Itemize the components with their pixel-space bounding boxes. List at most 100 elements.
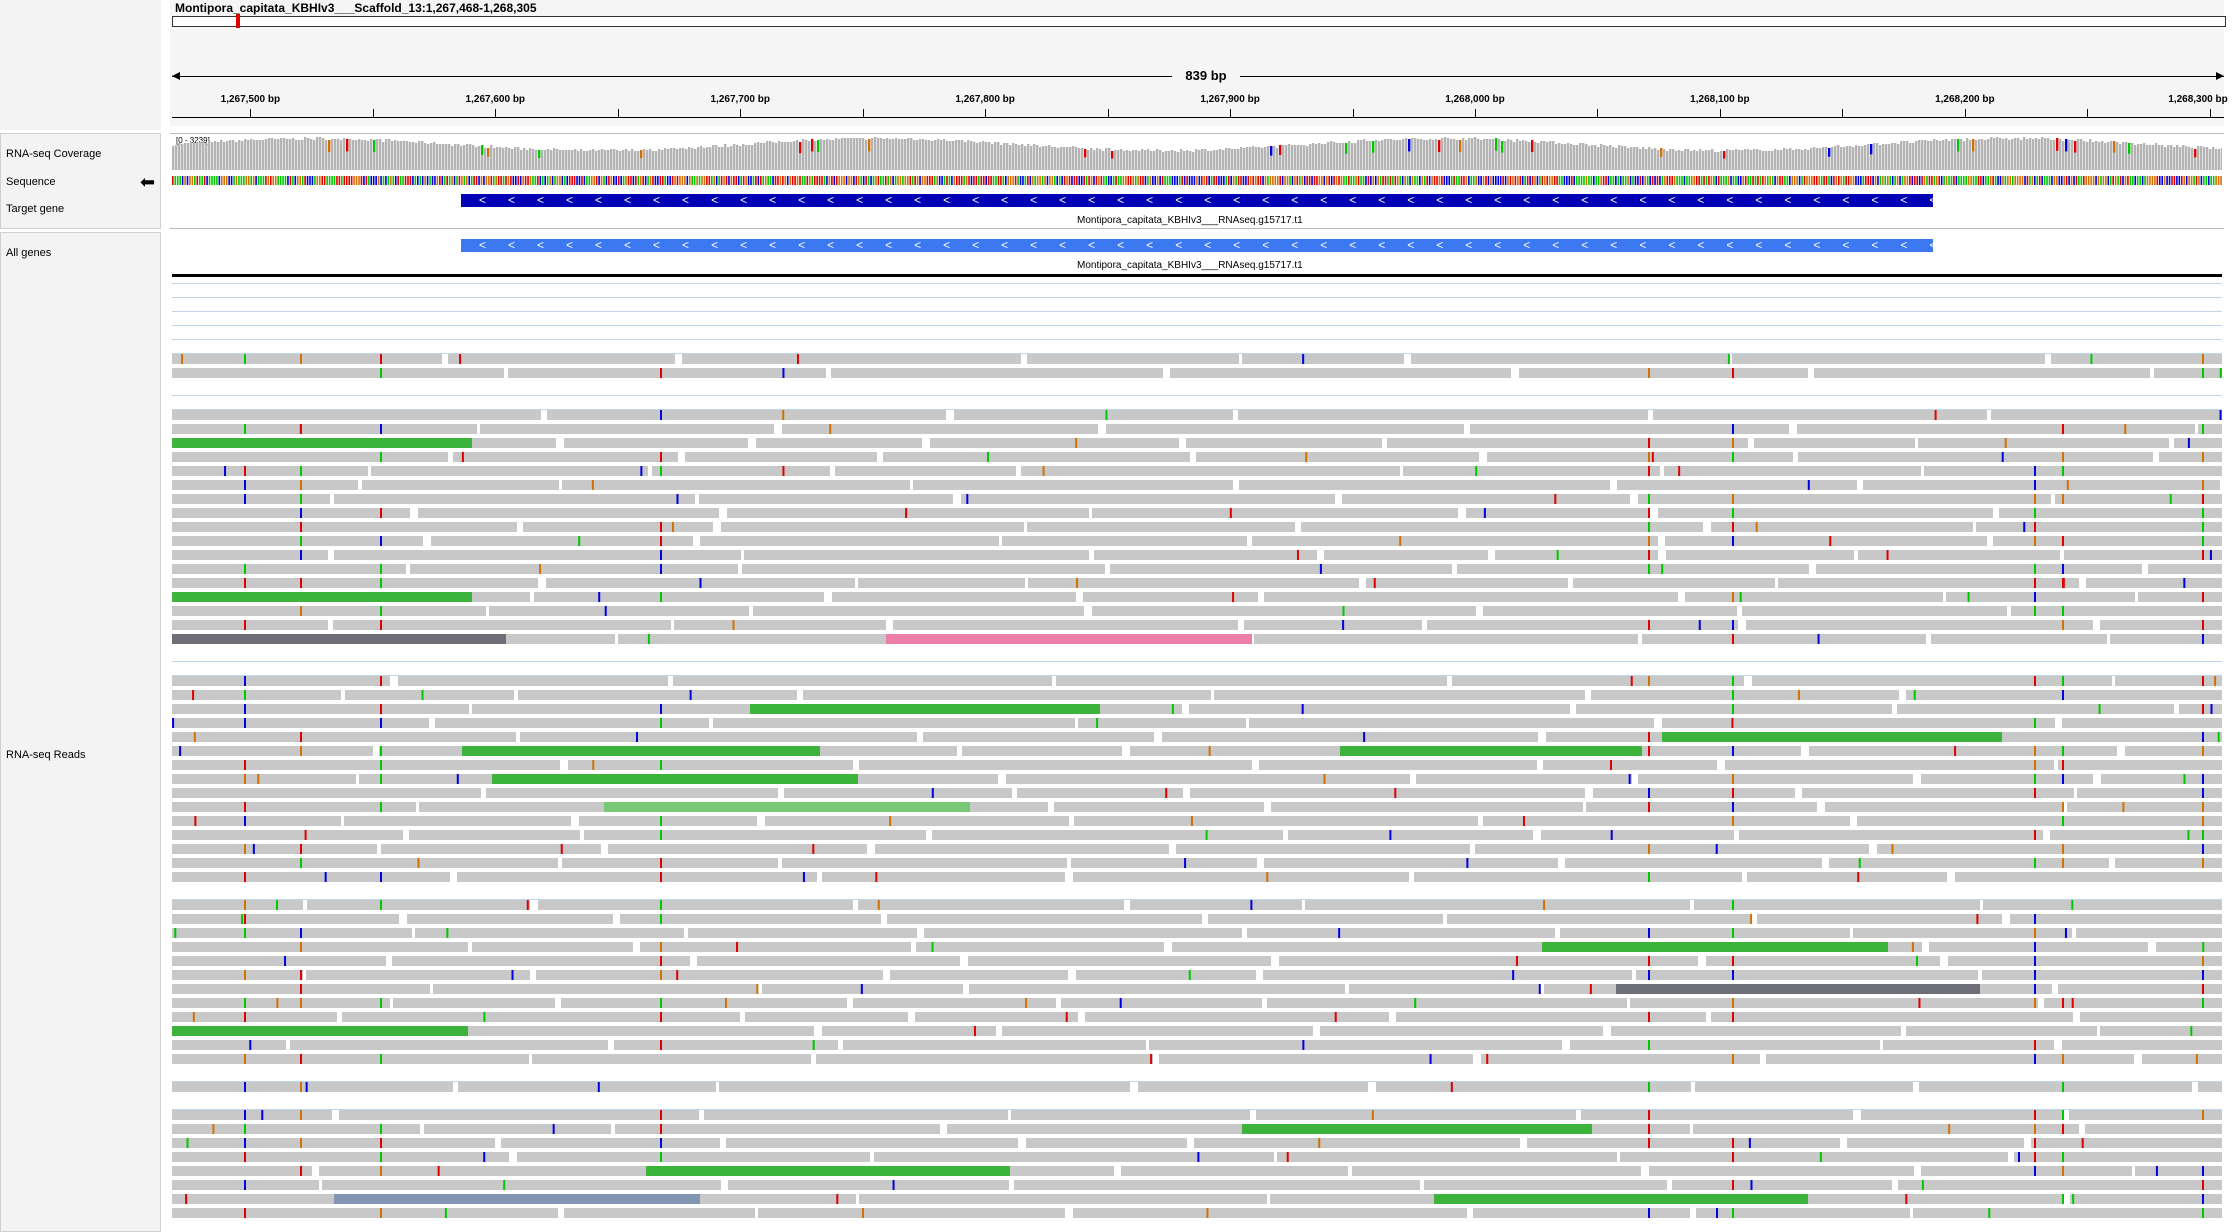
read[interactable] <box>568 760 853 770</box>
read[interactable] <box>172 704 469 714</box>
read[interactable] <box>334 494 695 504</box>
read[interactable] <box>172 914 399 924</box>
read[interactable] <box>1586 802 1817 812</box>
read[interactable] <box>2031 1138 2222 1148</box>
read[interactable] <box>2110 634 2222 644</box>
read[interactable] <box>1898 1180 2222 1190</box>
read[interactable] <box>1027 354 1239 364</box>
read[interactable] <box>1190 788 1585 798</box>
read[interactable] <box>344 816 571 826</box>
read[interactable] <box>1014 1180 1420 1190</box>
read[interactable] <box>719 1082 1130 1092</box>
read[interactable] <box>1094 550 1317 560</box>
read[interactable] <box>1470 424 1789 434</box>
read[interactable] <box>915 1012 1078 1022</box>
read[interactable] <box>742 564 1105 574</box>
read[interactable] <box>172 774 356 784</box>
read[interactable] <box>924 928 1242 938</box>
read[interactable] <box>874 1152 1274 1162</box>
read[interactable] <box>1387 438 1748 448</box>
read[interactable] <box>1861 1110 2063 1120</box>
read[interactable] <box>1999 508 2222 518</box>
read[interactable] <box>172 410 541 420</box>
read[interactable] <box>1739 830 2043 840</box>
read[interactable] <box>172 760 560 770</box>
read[interactable] <box>2062 1040 2222 1050</box>
read[interactable] <box>2100 1026 2222 1036</box>
read[interactable] <box>307 900 530 910</box>
read[interactable] <box>1194 1138 1520 1148</box>
read[interactable] <box>2115 676 2222 686</box>
read[interactable] <box>1695 1082 1913 1092</box>
read[interactable] <box>1754 438 1915 448</box>
read[interactable] <box>2080 1012 2222 1022</box>
read[interactable] <box>1027 522 1295 532</box>
read[interactable] <box>832 592 1076 602</box>
read[interactable] <box>961 494 1335 504</box>
read[interactable] <box>172 550 328 560</box>
read[interactable] <box>172 732 516 742</box>
rna-seq-reads[interactable] <box>172 270 2222 1230</box>
read[interactable] <box>2044 998 2222 1008</box>
read[interactable] <box>1256 1110 1576 1120</box>
read[interactable] <box>172 564 406 574</box>
read[interactable] <box>2014 1152 2222 1162</box>
read[interactable] <box>2101 774 2222 784</box>
read[interactable] <box>501 1138 720 1148</box>
read[interactable] <box>172 1110 332 1120</box>
read[interactable] <box>1825 802 2064 812</box>
read[interactable] <box>547 410 946 420</box>
read[interactable] <box>172 1012 337 1022</box>
read[interactable] <box>1642 634 1926 644</box>
chromosome-ideogram[interactable] <box>172 16 2226 27</box>
read[interactable] <box>1798 452 2153 462</box>
read[interactable] <box>1921 774 2093 784</box>
read[interactable] <box>608 844 867 854</box>
read[interactable] <box>1244 620 1422 630</box>
read[interactable] <box>1085 1012 1389 1022</box>
read[interactable] <box>1466 508 1650 518</box>
read[interactable] <box>1121 1166 1348 1176</box>
read[interactable] <box>1138 1082 1368 1092</box>
read[interactable] <box>398 676 668 686</box>
read[interactable] <box>518 690 797 700</box>
read[interactable] <box>489 606 749 616</box>
read[interactable] <box>1929 942 2148 952</box>
read[interactable] <box>685 452 877 462</box>
read[interactable] <box>486 788 778 798</box>
read[interactable] <box>1766 1054 2134 1064</box>
read[interactable] <box>1814 368 2150 378</box>
read[interactable] <box>1665 536 1987 546</box>
read[interactable] <box>2198 424 2222 434</box>
read[interactable] <box>1877 844 2222 854</box>
read[interactable] <box>2058 984 2222 994</box>
read[interactable] <box>2100 620 2222 630</box>
read[interactable] <box>172 508 410 518</box>
read[interactable] <box>561 998 847 1008</box>
read[interactable] <box>1092 508 1458 518</box>
all-genes-track-name[interactable]: All genes <box>6 247 52 259</box>
read[interactable] <box>2138 592 2222 602</box>
read[interactable] <box>172 1152 509 1162</box>
read[interactable] <box>1073 1208 1467 1218</box>
read[interactable] <box>1666 550 1854 560</box>
read[interactable] <box>784 788 1012 798</box>
read[interactable] <box>1054 802 1264 812</box>
read[interactable] <box>1305 900 1690 910</box>
read[interactable] <box>564 438 748 448</box>
read[interactable] <box>2067 802 2222 812</box>
read[interactable] <box>1802 788 2074 798</box>
read[interactable] <box>342 1012 740 1022</box>
read[interactable] <box>1883 1040 2054 1050</box>
read[interactable] <box>753 606 1084 616</box>
read[interactable] <box>947 1124 1366 1134</box>
read[interactable] <box>969 984 1345 994</box>
read[interactable] <box>1570 1040 1880 1050</box>
read[interactable] <box>1403 466 1660 476</box>
read[interactable] <box>1487 452 1793 462</box>
read[interactable] <box>913 480 1233 490</box>
read[interactable] <box>954 410 1233 420</box>
read[interactable] <box>172 368 504 378</box>
read[interactable] <box>1396 1012 1706 1022</box>
read[interactable] <box>858 578 1025 588</box>
